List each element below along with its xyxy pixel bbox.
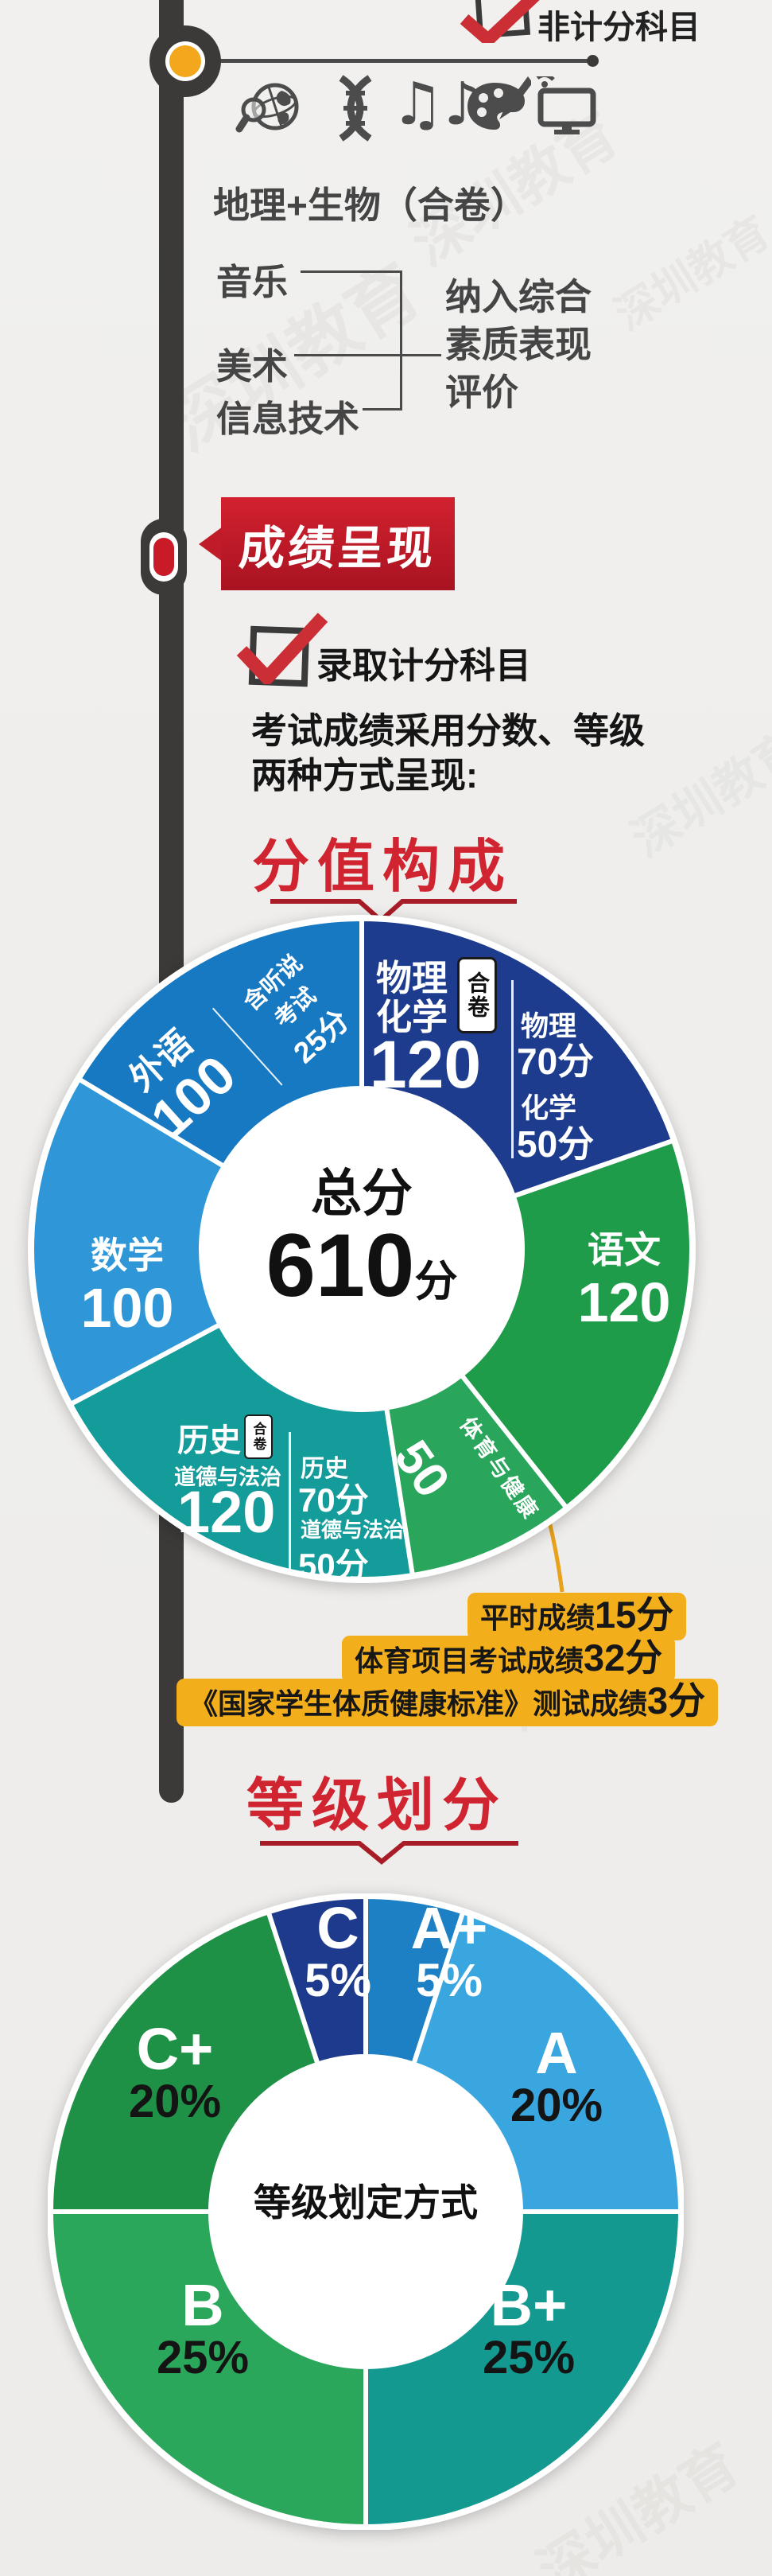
title-underline-v <box>260 1841 518 1865</box>
grade-letter: B <box>181 2272 224 2338</box>
subject-it: 信息技术 <box>216 399 360 439</box>
score-desc-line-1: 考试成绩采用分数、等级 <box>251 710 646 751</box>
score-composition-donut: 总分 610分 物理化学 合卷 120 物理 70分 化学 50分 外语 100… <box>28 915 696 1584</box>
score-presentation-banner: 成绩呈现 <box>221 497 455 590</box>
biology-dna-icon <box>339 75 372 142</box>
watermark: 深圳教育 <box>607 208 772 340</box>
grade-B-plus: B+ 25% <box>457 2272 600 2383</box>
seg-math: 数学 100 <box>52 1227 203 1337</box>
section-title-grade-division: 等级划分 <box>246 1774 508 1838</box>
note-line-1: 纳入综合 <box>445 276 592 317</box>
bracket-line <box>363 408 402 411</box>
callout-fitness-standard-score: 《国家学生体质健康标准》测试成绩3分 <box>177 1679 719 1726</box>
grade-C-plus: C+ 20% <box>103 2016 246 2127</box>
physchem-bd2-score: 50分 <box>517 1123 595 1165</box>
seg-chinese-name: 语文 <box>588 1229 661 1270</box>
timeline-connector-dot <box>587 55 599 67</box>
music-notes-icon: ♫♪ <box>391 70 482 138</box>
seg-chinese: 语文 120 <box>549 1221 700 1331</box>
scoring-subjects-label: 录取计分科目 <box>316 645 532 686</box>
callout-value: 3分 <box>647 1679 706 1722</box>
seg-physchem-name: 物理化学 <box>375 958 448 1037</box>
grade-division-donut: 等级划定方式 C 5% A+ 5% A 20% B+ 25% B 25% C+ … <box>48 1893 684 2530</box>
computer-monitor-icon <box>536 76 596 134</box>
bracket-line <box>301 270 402 273</box>
comprehensive-eval-note: 纳入综合 素质表现 评价 <box>445 273 592 416</box>
grade-donut-svg <box>48 1893 684 2530</box>
donut1-center: 总分 610分 <box>227 1165 497 1337</box>
subject-art: 美术 <box>216 346 289 387</box>
seg-chinese-score: 120 <box>577 1271 671 1333</box>
seg-math-score: 100 <box>80 1277 174 1339</box>
note-line-2: 素质表现 <box>445 324 592 365</box>
history-bd2-score: 50分 <box>298 1547 369 1584</box>
history-bd1-name: 历史 <box>301 1456 348 1482</box>
callout-daily-score: 平时成绩15分 <box>467 1593 687 1640</box>
total-value: 610分 <box>227 1221 497 1337</box>
art-palette-icon <box>467 76 531 130</box>
grade-pct: 5% <box>305 1955 371 2006</box>
grade-C: C 5% <box>282 1895 394 2006</box>
subject-music: 音乐 <box>216 262 289 302</box>
seg-physchem-score: 120 <box>369 1027 482 1102</box>
grade-letter: A+ <box>410 1895 488 1961</box>
grade-letter: C <box>316 1895 359 1961</box>
grade-letter: B+ <box>490 2272 568 2338</box>
callout-text: 平时成绩 <box>480 1601 595 1634</box>
physchem-bd2-name: 化学 <box>521 1093 577 1124</box>
grade-pct: 20% <box>510 2080 603 2131</box>
tag-text: 合卷 <box>250 1422 266 1452</box>
seg-physchem-tag: 合卷 <box>457 957 497 1033</box>
bracket-line-vertical <box>400 270 402 411</box>
total-unit: 分 <box>414 1258 458 1306</box>
callout-text: 《国家学生体质健康标准》测试成绩 <box>189 1687 648 1720</box>
section-title-score-composition: 分值构成 <box>252 835 514 899</box>
banner-arrow <box>199 527 223 562</box>
timeline-node-top-core <box>169 45 201 77</box>
score-donut-svg <box>28 915 696 1583</box>
timeline-node-score-core <box>153 538 174 576</box>
callout-value: 32分 <box>584 1636 663 1679</box>
grade-A: A 20% <box>489 2020 624 2131</box>
grade-pct: 25% <box>482 2332 576 2383</box>
tag-text: 合卷 <box>465 971 490 1019</box>
seg-math-name: 数学 <box>91 1235 164 1276</box>
checkmark-icon <box>460 0 540 43</box>
seg-history-subname: 道德与法治 <box>174 1465 281 1489</box>
geography-globe-icon <box>235 83 299 133</box>
grade-letter: C+ <box>136 2016 214 2082</box>
bracket-line <box>294 354 441 356</box>
grade-B: B 25% <box>131 2272 274 2383</box>
total-number: 610 <box>266 1216 415 1315</box>
seg-history-score: 120 <box>177 1479 276 1545</box>
history-bd2-name: 道德与法治 <box>301 1518 405 1542</box>
callout-value: 15分 <box>595 1593 674 1636</box>
non-scoring-subjects-label: 非计分科目 <box>537 9 700 45</box>
callout-text: 体育项目考试成绩 <box>355 1644 584 1677</box>
seg-history-tag: 合卷 <box>244 1414 273 1459</box>
breakdown-bracket <box>511 980 514 1158</box>
history-bd1-score: 70分 <box>298 1481 369 1519</box>
physchem-bd1-name: 物理 <box>521 1011 577 1042</box>
grade-pct: 20% <box>128 2076 222 2127</box>
total-label: 总分 <box>311 1165 413 1222</box>
checkmark-icon <box>236 613 328 684</box>
callout-pe-exam-score: 体育项目考试成绩32分 <box>342 1636 676 1683</box>
donut2-center-label: 等级划定方式 <box>254 2181 478 2224</box>
physchem-bd1-score: 70分 <box>517 1041 595 1082</box>
grade-A-plus: A+ 5% <box>390 1895 509 2006</box>
note-line-3: 评价 <box>445 372 518 413</box>
grade-letter: A <box>535 2020 578 2086</box>
seg-history-name: 历史 <box>177 1423 241 1458</box>
grade-pct: 25% <box>156 2332 250 2383</box>
geo-bio-combined-label: 地理+生物（合卷） <box>213 185 527 226</box>
breakdown-bracket <box>289 1432 291 1575</box>
banner-title: 成绩呈现 <box>237 522 438 574</box>
timeline-connector-line <box>192 59 590 63</box>
score-desc-line-2: 两种方式呈现: <box>251 755 478 796</box>
grade-pct: 5% <box>416 1955 483 2006</box>
